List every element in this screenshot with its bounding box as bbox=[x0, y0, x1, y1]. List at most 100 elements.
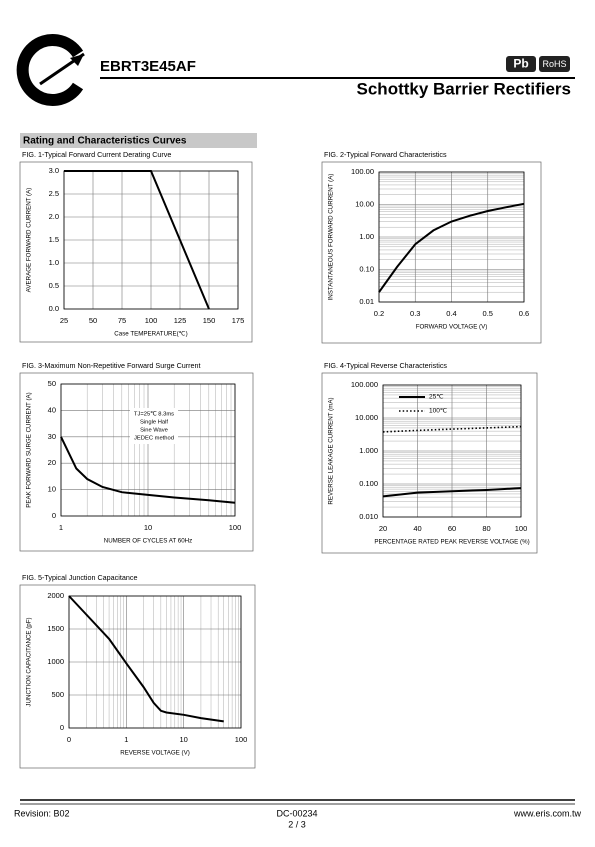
series-line bbox=[382, 487, 522, 498]
y-tick-label: 0.010 bbox=[359, 512, 378, 521]
page-number: 2 / 3 bbox=[288, 819, 306, 829]
y-tick-label: 100.000 bbox=[351, 380, 378, 389]
legend-label: 25℃ bbox=[429, 394, 444, 401]
plot-area bbox=[382, 384, 522, 518]
x-tick-label: 1 bbox=[59, 523, 63, 532]
x-axis-label: Case TEMPERATURE(℃) bbox=[114, 331, 187, 338]
y-axis-label: REVERSE LEAKAGE CURRENT (mA) bbox=[328, 397, 335, 504]
x-tick-label: 175 bbox=[232, 316, 245, 325]
badge: Pb bbox=[513, 57, 528, 71]
y-tick-label: 1000 bbox=[47, 657, 64, 666]
chart: FIG. 5-Typical Junction Capacitance 0 1 10 1… bbox=[19, 573, 256, 769]
x-tick-label: 0 bbox=[67, 735, 71, 744]
y-tick-label: 2000 bbox=[47, 591, 64, 600]
annotation: TJ=25℃ 8.3ms bbox=[134, 412, 174, 418]
chart-frame bbox=[19, 584, 256, 769]
plot-area bbox=[60, 383, 236, 517]
x-tick-label: 80 bbox=[482, 524, 490, 533]
y-tick-label: 500 bbox=[51, 690, 64, 699]
y-tick-label: 0.01 bbox=[359, 297, 374, 306]
y-axis-label: AVERAGE FORWARD CURRENT (A) bbox=[26, 188, 33, 293]
x-tick-label: 50 bbox=[89, 316, 97, 325]
x-tick-label: 10 bbox=[144, 523, 152, 532]
x-tick-label: 1 bbox=[124, 735, 128, 744]
y-tick-label: 1.00 bbox=[359, 232, 374, 241]
y-tick-label: 0.10 bbox=[359, 264, 374, 273]
chart: FIG. 2-Typical Forward Characteristics 0.… bbox=[321, 150, 542, 344]
chart: FIG. 1-Typical Forward Current Derating … bbox=[19, 150, 253, 343]
section-title: Rating and Characteristics Curves bbox=[23, 136, 187, 147]
x-tick-label: 60 bbox=[448, 524, 456, 533]
part-number: EBRT3E45AF bbox=[100, 58, 196, 75]
document-number: DC-00234 bbox=[276, 808, 317, 818]
y-tick-label: 1500 bbox=[47, 624, 64, 633]
legend-label: 100℃ bbox=[429, 408, 448, 415]
x-tick-label: 100 bbox=[229, 523, 242, 532]
badge: RoHS bbox=[542, 59, 566, 69]
badge-box bbox=[539, 56, 570, 72]
series-line bbox=[64, 170, 210, 310]
y-tick-label: 20 bbox=[48, 458, 56, 467]
x-tick-label: 25 bbox=[60, 316, 68, 325]
y-tick-label: 1.0 bbox=[49, 258, 59, 267]
y-tick-label: 10.00 bbox=[355, 199, 374, 208]
y-tick-label: 50 bbox=[48, 379, 56, 388]
y-tick-label: 40 bbox=[48, 405, 56, 414]
series-line bbox=[382, 425, 522, 433]
y-tick-label: 10 bbox=[48, 485, 56, 494]
plot-area bbox=[378, 171, 525, 303]
series-line bbox=[60, 436, 236, 504]
x-axis-label: NUMBER OF CYCLES AT 60Hz bbox=[104, 538, 192, 545]
chart: FIG. 4-Typical Reverse Characteristics 20… bbox=[321, 361, 538, 554]
y-tick-label: 0 bbox=[52, 511, 56, 520]
y-tick-label: 1.5 bbox=[49, 235, 59, 244]
annotation: Sine Wave bbox=[140, 428, 168, 434]
chart-frame bbox=[19, 372, 254, 552]
y-tick-label: 10.000 bbox=[355, 413, 378, 422]
x-tick-label: 100 bbox=[235, 735, 248, 744]
badge-box bbox=[506, 56, 536, 72]
x-tick-label: 100 bbox=[515, 524, 528, 533]
page-title: Schottky Barrier Rectifiers bbox=[357, 79, 571, 98]
y-tick-label: 3.0 bbox=[49, 166, 59, 175]
x-tick-label: 20 bbox=[379, 524, 387, 533]
x-axis-label: REVERSE VOLTAGE (V) bbox=[120, 750, 190, 757]
y-axis-label: INSTANTANEOUS FORWARD CURRENT (A) bbox=[328, 174, 335, 301]
y-tick-label: 1.000 bbox=[359, 446, 378, 455]
y-tick-label: 100.00 bbox=[351, 167, 374, 176]
x-tick-label: 125 bbox=[174, 316, 187, 325]
logo bbox=[16, 34, 85, 106]
chart-frame bbox=[321, 372, 538, 554]
x-tick-label: 10 bbox=[179, 735, 187, 744]
x-tick-label: 100 bbox=[145, 316, 158, 325]
x-tick-label: 0.6 bbox=[519, 309, 529, 318]
x-tick-label: 0.2 bbox=[374, 309, 384, 318]
website: www.eris.com.tw bbox=[513, 808, 582, 818]
x-axis-label: PERCENTAGE RATED PEAK REVERSE VOLTAGE (%… bbox=[374, 539, 529, 546]
x-tick-label: 75 bbox=[118, 316, 126, 325]
chart-title: FIG. 4-Typical Reverse Characteristics bbox=[324, 361, 447, 370]
x-tick-label: 0.4 bbox=[446, 309, 456, 318]
chart-title: FIG. 3-Maximum Non-Repetitive Forward Su… bbox=[22, 361, 201, 370]
x-axis-label: FORWARD VOLTAGE (V) bbox=[416, 324, 488, 331]
x-tick-label: 40 bbox=[413, 524, 421, 533]
chart-title: FIG. 2-Typical Forward Characteristics bbox=[324, 150, 447, 159]
chart-frame bbox=[321, 161, 542, 344]
series-line bbox=[378, 202, 525, 293]
chart-title: FIG. 5-Typical Junction Capacitance bbox=[22, 573, 137, 582]
revision: Revision: B02 bbox=[14, 808, 70, 818]
y-tick-label: 0.5 bbox=[49, 281, 59, 290]
annotation-box bbox=[130, 408, 178, 444]
section-bar bbox=[20, 133, 257, 148]
x-tick-label: 0.3 bbox=[410, 309, 420, 318]
y-tick-label: 2.0 bbox=[49, 212, 59, 221]
annotation: JEDEC method bbox=[134, 436, 174, 442]
x-tick-label: 150 bbox=[203, 316, 216, 325]
y-tick-label: 0.100 bbox=[359, 479, 378, 488]
y-tick-label: 2.5 bbox=[49, 189, 59, 198]
x-tick-label: 0.5 bbox=[483, 309, 493, 318]
annotation: Single Half bbox=[140, 420, 168, 426]
plot-area bbox=[68, 595, 242, 729]
y-tick-label: 0.0 bbox=[49, 304, 59, 313]
